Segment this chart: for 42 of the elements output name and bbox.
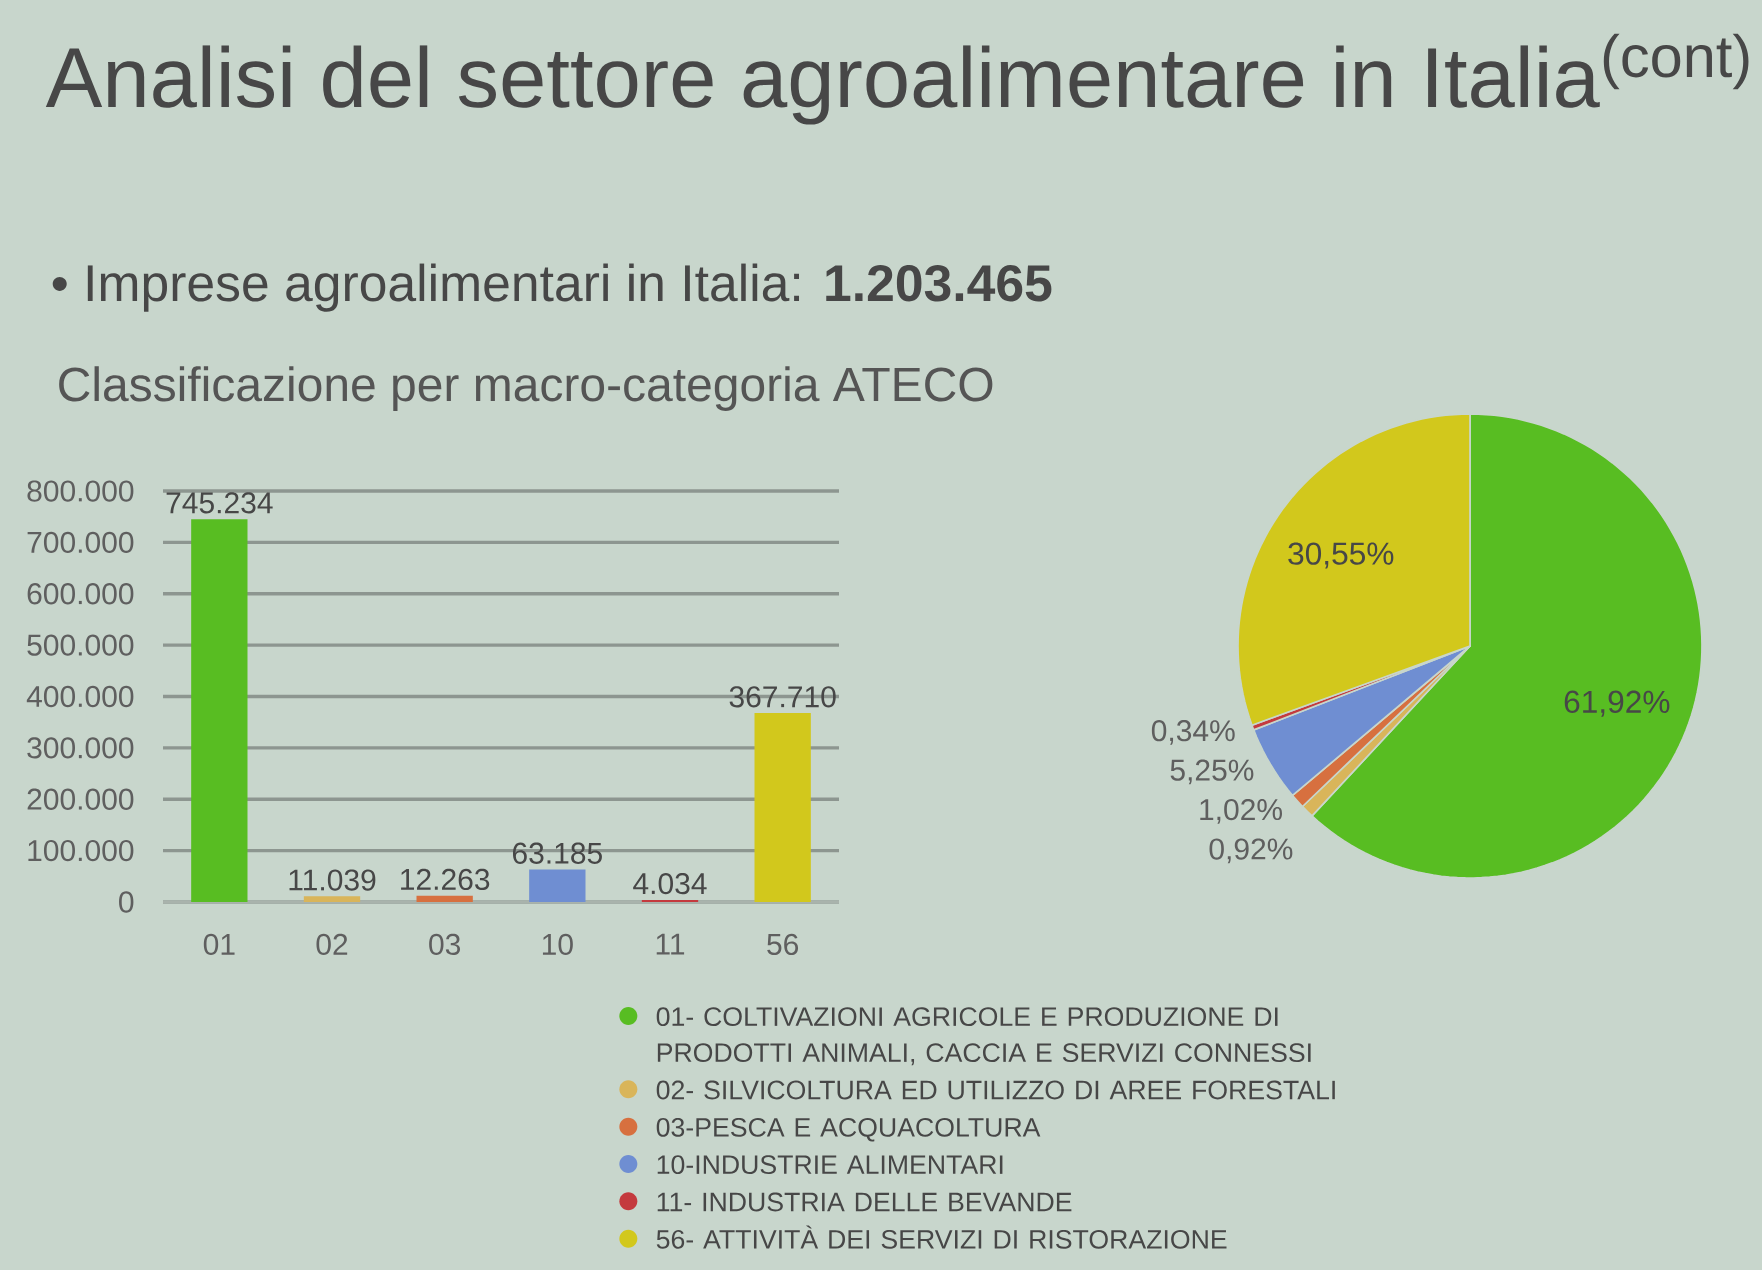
data-label: 367.710 [729, 686, 836, 708]
legend-label: 02- SILVICOLTURA ED UTILIZZO DI AREE FORESTALI [656, 1080, 1335, 1100]
y-tick-label: 500.000 [27, 634, 134, 656]
data-label: 0,34% [1151, 720, 1235, 745]
text: Classificazione per macro-categoria ATECO [59, 366, 993, 411]
y-tick-label: 300.000 [27, 737, 134, 759]
data-label: 1,02% [1200, 798, 1282, 824]
y-tick-label: 400.000 [26, 685, 134, 708]
data-label: 0,92% [1209, 838, 1293, 864]
x-tick-label: 02 [316, 933, 348, 956]
y-tick-label: 800.000 [27, 480, 134, 502]
data-label: 12.263 [401, 868, 490, 891]
y-tick-label: 600.000 [27, 583, 134, 605]
chart-title: Analisi del settore agroalimentare in Italia$^{(cont)}$ [45, 33, 1749, 125]
y-tick-label: 0 [119, 891, 134, 913]
data-label: 4.034 [633, 872, 707, 895]
data-label: 61,92% [1564, 690, 1670, 717]
bar [641, 899, 699, 902]
x-tick-label: 03 [429, 933, 461, 956]
data-label: 11.039 [289, 869, 376, 891]
bar [416, 895, 473, 902]
legend-label: 03-PESCA E ACQUACOLTURA [656, 1117, 1041, 1142]
y-tick-label: 100.000 [28, 839, 134, 862]
y-tick-label: 200.000 [27, 788, 134, 810]
data-label: 63.185 [512, 842, 602, 864]
legend-label: 56- ATTIVITÀ DEI SERVIZI DI RISTORAZIONE [656, 1225, 1227, 1249]
legend-label: 01- COLTIVAZIONI AGRICOLE E PRODUZIONE DI PRODOTTI ANIMALI, CACCIA E SERVIZI CONNESSI [656, 1007, 1311, 1066]
chart-subtitle: • Imprese agroalimentari in Italia: 1.203.465 [52, 263, 1052, 312]
legend-label: 11- INDUSTRIA DELLE BEVANDE [657, 1192, 1072, 1212]
data-label: 745.234 [166, 492, 273, 514]
x-tick-label: 56 [767, 933, 799, 956]
bar [754, 713, 811, 902]
x-tick-label: 11 [656, 933, 685, 955]
bar [191, 519, 248, 902]
x-tick-label: 01 [203, 933, 235, 956]
legend-label: 10-INDUSTRIE ALIMENTARI [657, 1155, 1003, 1175]
bar [529, 869, 586, 902]
y-tick-label: 700.000 [27, 531, 134, 554]
bar [303, 896, 361, 902]
data-label: 30,55% [1288, 542, 1394, 569]
data-label: 5,25% [1170, 759, 1254, 785]
x-tick-label: 10 [542, 933, 573, 956]
